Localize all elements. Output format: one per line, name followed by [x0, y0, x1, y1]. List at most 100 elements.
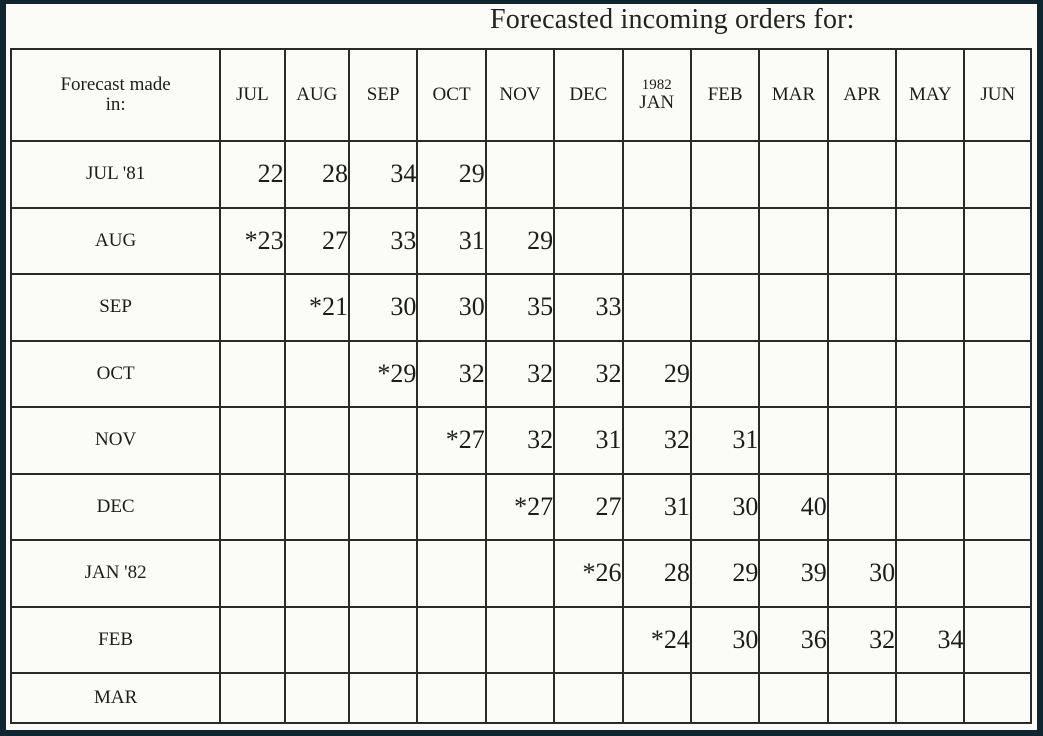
row-label: MAR	[9, 672, 222, 724]
table-cell	[621, 140, 692, 209]
table-cell: 33	[553, 273, 624, 342]
table-cell: 32	[484, 406, 556, 475]
table-cell	[758, 339, 829, 408]
column-header-may: MAY	[895, 48, 966, 142]
table-row: SEP *21 30 30 35 33	[9, 273, 1032, 342]
table-cell	[963, 472, 1032, 541]
column-header-jun: JUN	[963, 48, 1032, 142]
table-cell	[416, 672, 487, 724]
table-cell: 39	[758, 539, 829, 608]
table-cell	[895, 140, 966, 209]
corner-header-line1: Forecast made	[60, 74, 171, 95]
table-cell	[553, 140, 624, 209]
table-cell	[826, 672, 898, 724]
table-row: JUL '81 22 28 34 29	[9, 140, 1032, 209]
table-cell	[963, 406, 1032, 475]
row-label: AUG	[9, 206, 222, 275]
table-cell	[895, 539, 966, 608]
forecast-table: Forecast made in: JUL AUG SEP OCT NOV DE…	[9, 48, 1032, 724]
table-cell	[219, 273, 286, 342]
table-cell	[963, 206, 1032, 275]
table-row: NOV *27 32 31 32 31	[9, 406, 1032, 475]
table-cell	[758, 206, 829, 275]
table-cell: 30	[826, 539, 898, 608]
table-cell	[963, 605, 1032, 674]
table-cell	[963, 672, 1032, 724]
table-cell: *27	[484, 472, 556, 541]
column-header-sep: SEP	[347, 48, 419, 142]
table-cell	[553, 672, 624, 724]
table-cell: 29	[484, 206, 556, 275]
table-cell: 32	[416, 339, 487, 408]
table-cell	[689, 140, 761, 209]
table-cell: 28	[621, 539, 692, 608]
corner-header-line2: in:	[105, 94, 126, 115]
column-header-jul: JUL	[219, 48, 286, 142]
table-cell	[283, 605, 350, 674]
table-row: OCT *29 32 32 32 29	[9, 339, 1032, 408]
table-cell: 29	[689, 539, 761, 608]
table-cell	[553, 605, 624, 674]
table-cell	[283, 406, 350, 475]
table-cell	[895, 406, 966, 475]
table-cell	[219, 672, 286, 724]
column-header-aug: AUG	[283, 48, 350, 142]
table-cell	[895, 206, 966, 275]
table-cell	[283, 672, 350, 724]
column-header-apr: APR	[826, 48, 898, 142]
table-cell	[826, 406, 898, 475]
table-cell	[963, 339, 1032, 408]
table-cell: 32	[484, 339, 556, 408]
table-cell	[553, 206, 624, 275]
table-cell	[621, 672, 692, 724]
table-cell	[895, 672, 966, 724]
table-cell: 32	[553, 339, 624, 408]
table-cell: 40	[758, 472, 829, 541]
row-label: SEP	[9, 273, 222, 342]
table-cell	[758, 140, 829, 209]
table-row: DEC *27 27 31 30 40	[9, 472, 1032, 541]
table-cell	[484, 140, 556, 209]
table-cell	[347, 672, 419, 724]
row-label: FEB	[9, 605, 222, 674]
table-cell: *26	[553, 539, 624, 608]
table-cell	[347, 406, 419, 475]
table-cell	[484, 672, 556, 724]
table-cell: 27	[553, 472, 624, 541]
table-cell	[826, 273, 898, 342]
corner-header: Forecast made in:	[9, 48, 222, 142]
table-cell: 29	[621, 339, 692, 408]
table-cell: *29	[347, 339, 419, 408]
table-cell	[826, 339, 898, 408]
table-cell: 35	[484, 273, 556, 342]
table-cell: 31	[416, 206, 487, 275]
table-cell: *27	[416, 406, 487, 475]
table-cell: 28	[283, 140, 350, 209]
table-cell	[758, 406, 829, 475]
table-cell: *23	[219, 206, 286, 275]
table-cell: 30	[347, 273, 419, 342]
table-cell	[758, 672, 829, 724]
table-cell	[416, 472, 487, 541]
table-cell: 36	[758, 605, 829, 674]
table-cell	[219, 339, 286, 408]
table-cell	[826, 140, 898, 209]
table-row: JAN '82 *26 28 29 39 30	[9, 539, 1032, 608]
table-cell	[283, 472, 350, 541]
table-cell	[826, 206, 898, 275]
table-cell	[963, 539, 1032, 608]
header-row: Forecast made in: JUL AUG SEP OCT NOV DE…	[9, 48, 1032, 142]
table-cell	[283, 339, 350, 408]
table-cell	[416, 605, 487, 674]
table-cell: 34	[895, 605, 966, 674]
row-label: OCT	[9, 339, 222, 408]
table-cell	[219, 472, 286, 541]
table-cell	[689, 206, 761, 275]
table-cell	[689, 672, 761, 724]
table-body: JUL '81 22 28 34 29 AUG *23 27 33 31 29 SEP *21 30 30 3…	[9, 140, 1032, 724]
table-cell	[826, 472, 898, 541]
table-cell	[963, 273, 1032, 342]
row-label: JAN '82	[9, 539, 222, 608]
table-cell	[895, 472, 966, 541]
table-cell: 32	[826, 605, 898, 674]
